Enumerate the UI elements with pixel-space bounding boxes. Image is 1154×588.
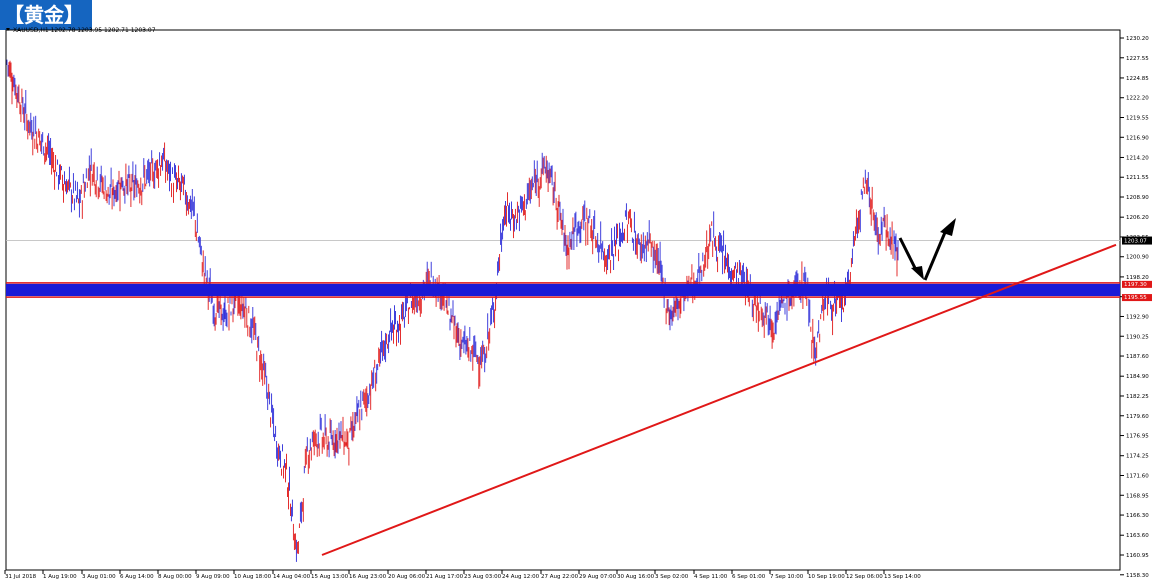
y-tick-label: 1224.85 [1126, 76, 1149, 82]
x-tick-label: 9 Aug 09:00 [196, 574, 230, 580]
up-arrow-head-icon [940, 218, 956, 236]
x-tick-label: 4 Sep 11:00 [694, 574, 728, 580]
x-tick-label: 12 Sep 06:00 [846, 574, 883, 580]
candles [6, 59, 899, 562]
symbol-header: XAUUSD,H1 1202.78 1203.95 1202.71 1203.0… [13, 27, 156, 34]
x-tick-label: 30 Aug 16:00 [617, 574, 655, 580]
y-tick-label: 1160.95 [1126, 553, 1149, 559]
x-tick-label: 27 Aug 22:00 [541, 574, 579, 580]
y-tick-label: 1198.20 [1126, 275, 1149, 281]
ascending-trendline [321, 243, 1117, 556]
y-tick-label: 1200.90 [1126, 255, 1149, 261]
x-tick-label: 29 Aug 07:00 [579, 574, 617, 580]
y-tick-label: 1208.90 [1126, 195, 1149, 201]
gold-title-badge: 【黄金】 [0, 0, 92, 30]
x-tick-label: 3 Sep 02:00 [655, 574, 689, 580]
y-tick-label: 1222.20 [1126, 96, 1149, 102]
y-tick-label: 1182.25 [1126, 394, 1149, 400]
x-tick-label: 3 Aug 01:00 [82, 574, 116, 580]
y-tick-label: 1214.20 [1126, 155, 1149, 161]
x-tick-label: 20 Aug 06:00 [388, 574, 426, 580]
x-tick-label: 21 Aug 17:00 [426, 574, 464, 580]
y-tick-label: 1158.30 [1126, 573, 1149, 579]
y-tick-label: 1174.25 [1126, 454, 1149, 460]
y-tick-label: 1211.55 [1126, 175, 1149, 181]
x-axis-ticks: 31 Jul 2018 1 Aug 19:00 3 Aug 01:00 6 Aug 1… [4, 570, 921, 580]
header-triangle-icon [6, 28, 10, 31]
x-tick-label: 16 Aug 23:00 [349, 574, 387, 580]
x-tick-label: 23 Aug 03:00 [464, 574, 502, 580]
support-lower-label: 1195.55 [1124, 295, 1147, 301]
y-tick-label: 1168.95 [1126, 493, 1149, 499]
x-tick-label: 6 Sep 01:00 [732, 574, 766, 580]
x-tick-label: 13 Sep 14:00 [884, 574, 921, 580]
x-tick-label: 14 Aug 04:00 [273, 574, 311, 580]
y-tick-label: 1176.95 [1126, 434, 1149, 440]
down-arrow-shaft [898, 237, 918, 271]
y-tick-label: 1230.20 [1126, 36, 1149, 42]
y-tick-label: 1163.60 [1126, 533, 1149, 539]
plot-frame [5, 29, 1121, 571]
x-tick-label: 10 Sep 19:00 [808, 574, 845, 580]
y-tick-label: 1227.55 [1126, 56, 1149, 62]
x-tick-label: 15 Aug 13:00 [311, 574, 349, 580]
y-tick-label: 1187.60 [1126, 354, 1149, 360]
y-tick-label: 1219.55 [1126, 116, 1149, 122]
y-tick-label: 1184.90 [1126, 374, 1149, 380]
down-arrow-head-icon [911, 266, 924, 280]
x-tick-label: 24 Aug 12:00 [502, 574, 540, 580]
x-tick-label: 31 Jul 2018 [5, 574, 37, 580]
x-tick-label: 1 Aug 19:00 [43, 574, 77, 580]
support-band [6, 283, 1120, 297]
y-tick-label: 1192.90 [1126, 314, 1149, 320]
current-price-label-box [1122, 236, 1152, 245]
y-axis-ticks: 1230.20 1227.55 1224.85 1222.20 1219.55 1216.… [1120, 36, 1149, 579]
support-upper-label: 1197.30 [1124, 282, 1147, 288]
current-price-label: 1203.07 [1124, 239, 1147, 245]
y-tick-label: 1179.60 [1126, 414, 1149, 420]
y-tick-label: 1216.90 [1126, 135, 1149, 141]
y-tick-label: 1206.20 [1126, 215, 1149, 221]
up-arrow-shaft [923, 229, 948, 281]
y-tick-label: 1171.60 [1126, 473, 1149, 479]
support-lower-label-box [1122, 294, 1152, 302]
x-tick-label: 7 Sep 10:00 [770, 574, 804, 580]
x-tick-label: 10 Aug 18:00 [234, 574, 272, 580]
support-upper-label-box [1122, 280, 1152, 288]
y-tick-label: 1166.30 [1126, 513, 1149, 519]
y-tick-label: 1190.25 [1126, 334, 1149, 340]
x-tick-label: 8 Aug 00:00 [158, 574, 192, 580]
x-tick-label: 6 Aug 14:00 [120, 574, 154, 580]
